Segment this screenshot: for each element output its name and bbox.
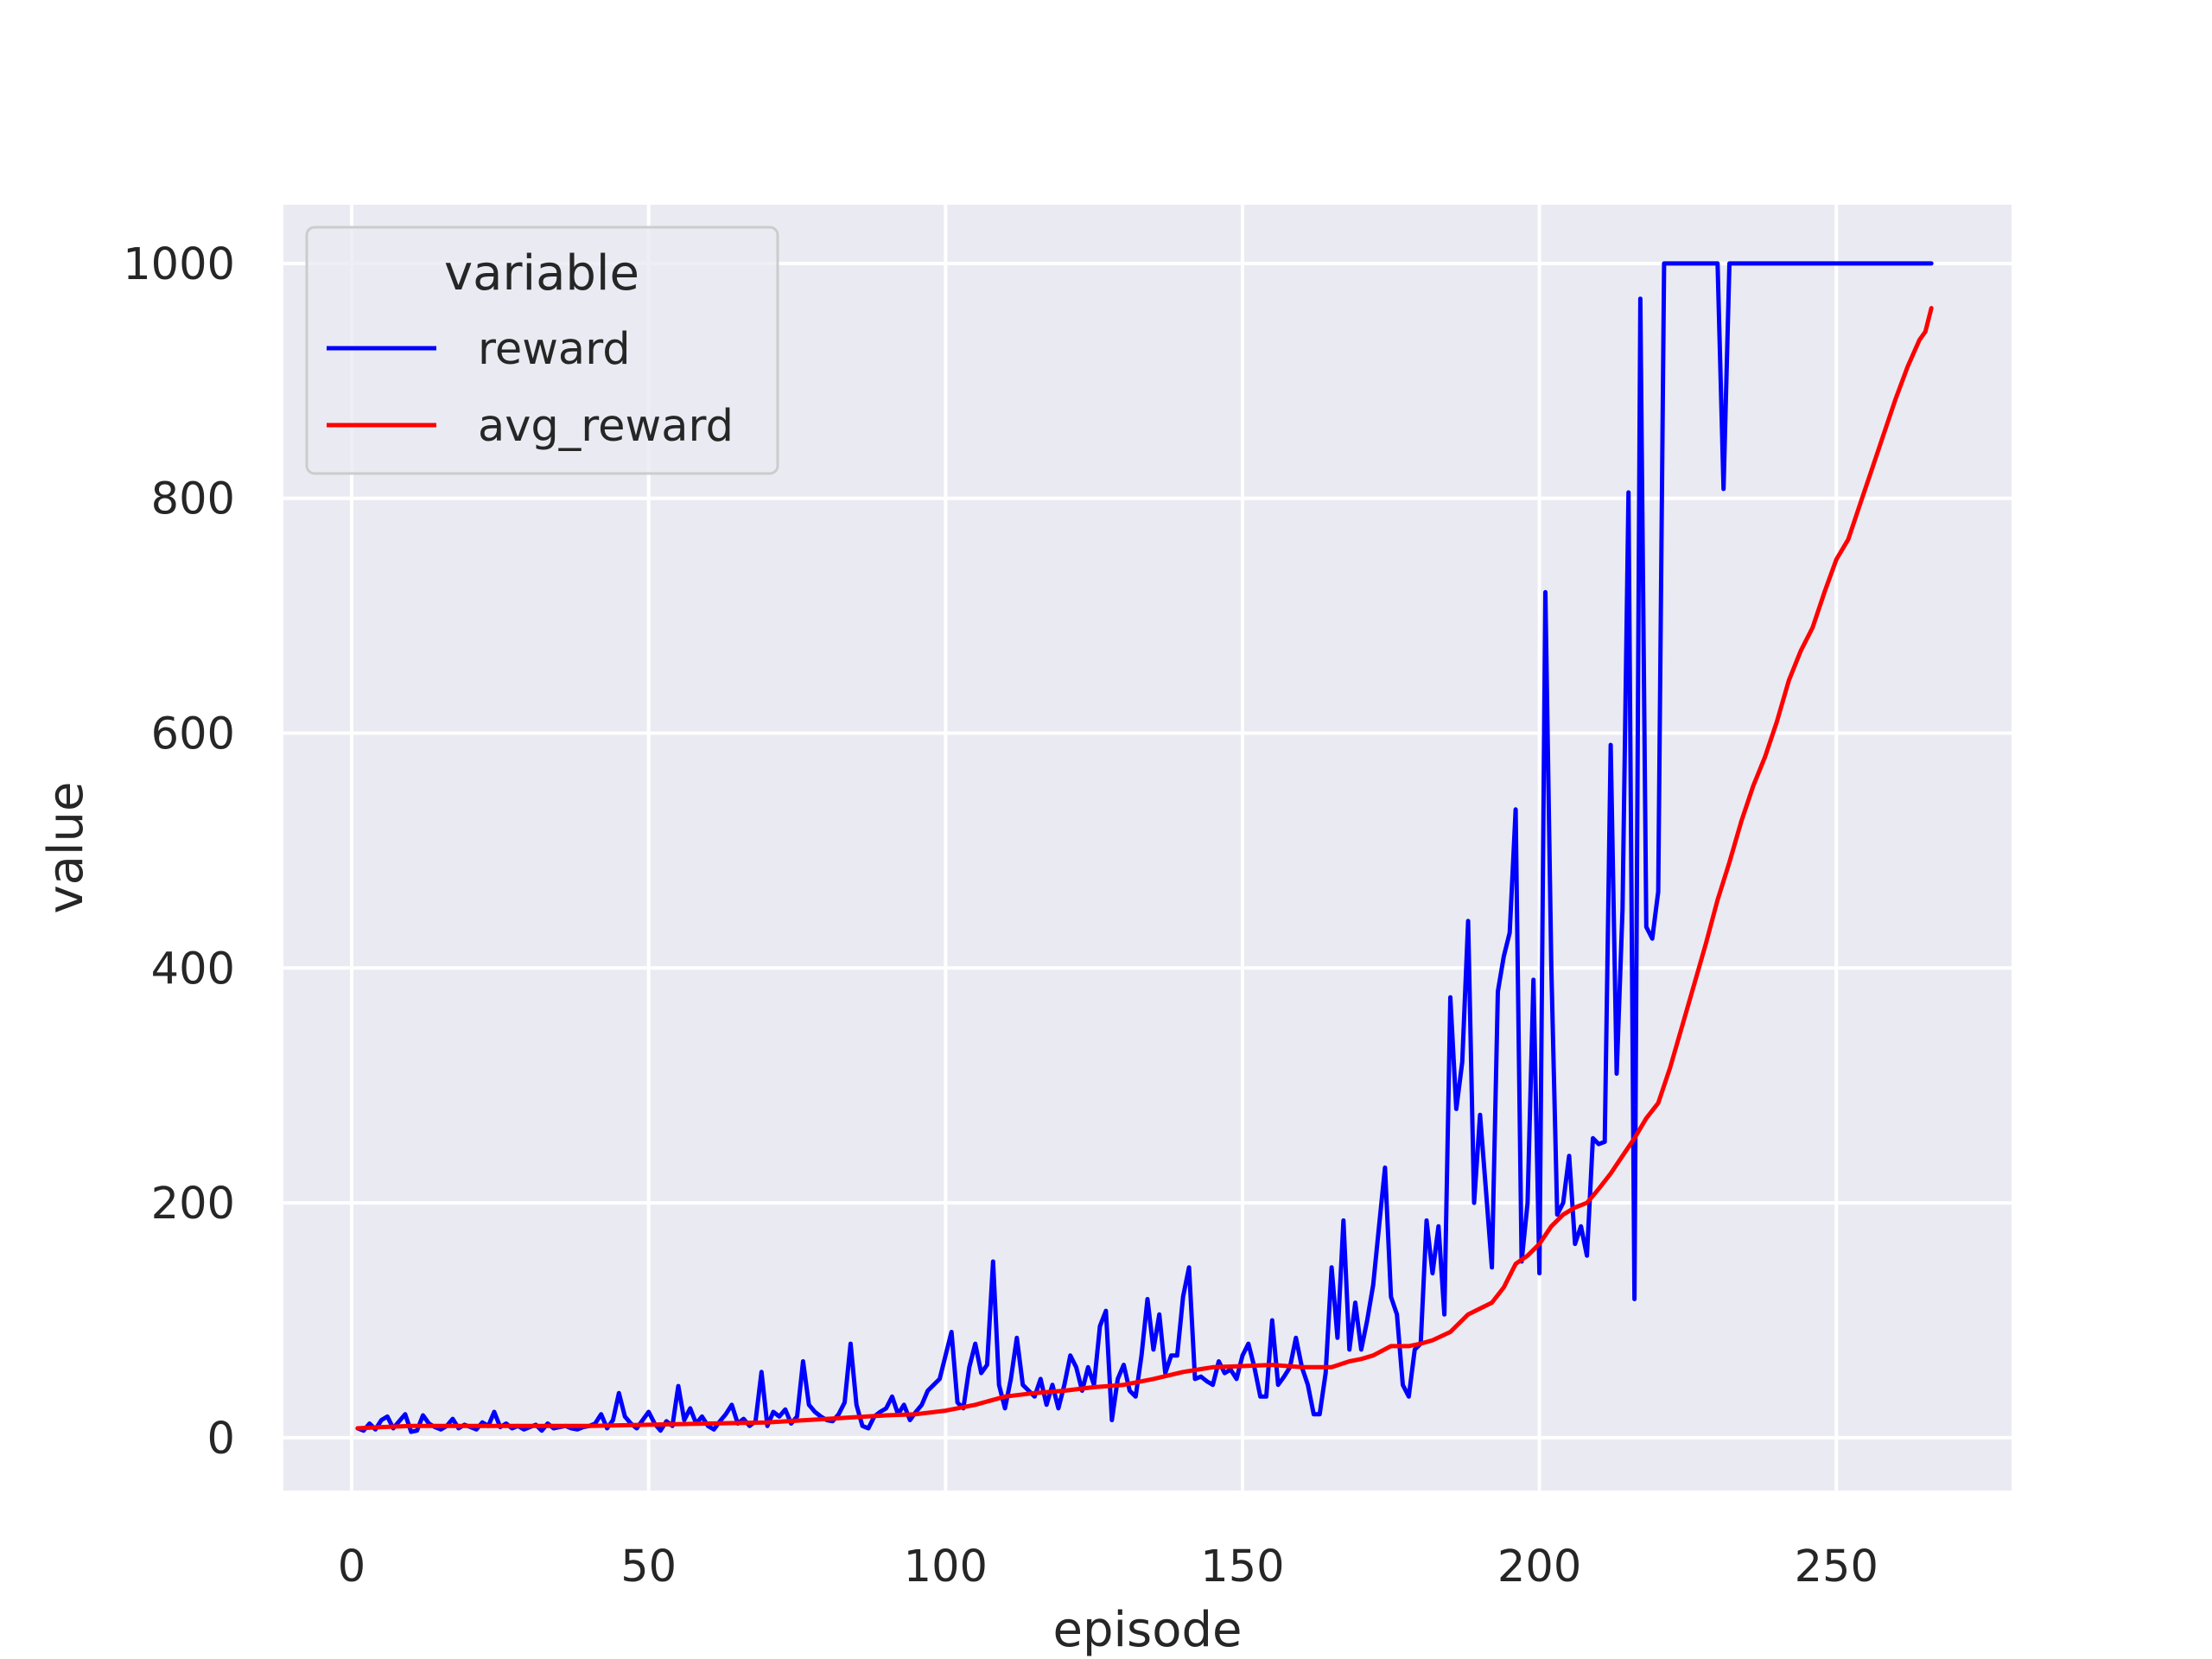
y-tick-label-800: 800 (151, 474, 235, 525)
series-lines (355, 261, 1934, 1434)
legend: variable reward avg_reward (305, 226, 779, 475)
grid (283, 205, 2012, 1491)
y-tick-labels: 0 200 400 600 800 1000 (123, 239, 235, 1465)
x-tick-label-150: 150 (1200, 1541, 1284, 1592)
y-tick-label-0: 0 (207, 1414, 235, 1465)
x-tick-label-50: 50 (620, 1541, 677, 1592)
x-tick-label-200: 200 (1497, 1541, 1581, 1592)
x-tick-label-100: 100 (904, 1541, 988, 1592)
series-line-reward (355, 261, 1934, 1434)
y-tick-label-1000: 1000 (123, 239, 235, 290)
y-tick-label-600: 600 (151, 709, 235, 760)
x-axis-label: episode (1053, 1602, 1243, 1658)
x-tick-label-0: 0 (338, 1541, 365, 1592)
legend-label-avg-reward: avg_reward (478, 401, 734, 452)
x-tick-label-250: 250 (1795, 1541, 1878, 1592)
legend-title: variable (444, 245, 639, 302)
x-tick-labels: 0 50 100 150 200 250 (338, 1541, 1878, 1592)
y-axis-label: value (38, 782, 94, 914)
series-line-avg-reward (355, 306, 1934, 1431)
y-tick-label-200: 200 (151, 1179, 235, 1230)
y-tick-label-400: 400 (151, 944, 235, 995)
legend-box (305, 226, 779, 475)
legend-label-reward: reward (478, 324, 631, 375)
